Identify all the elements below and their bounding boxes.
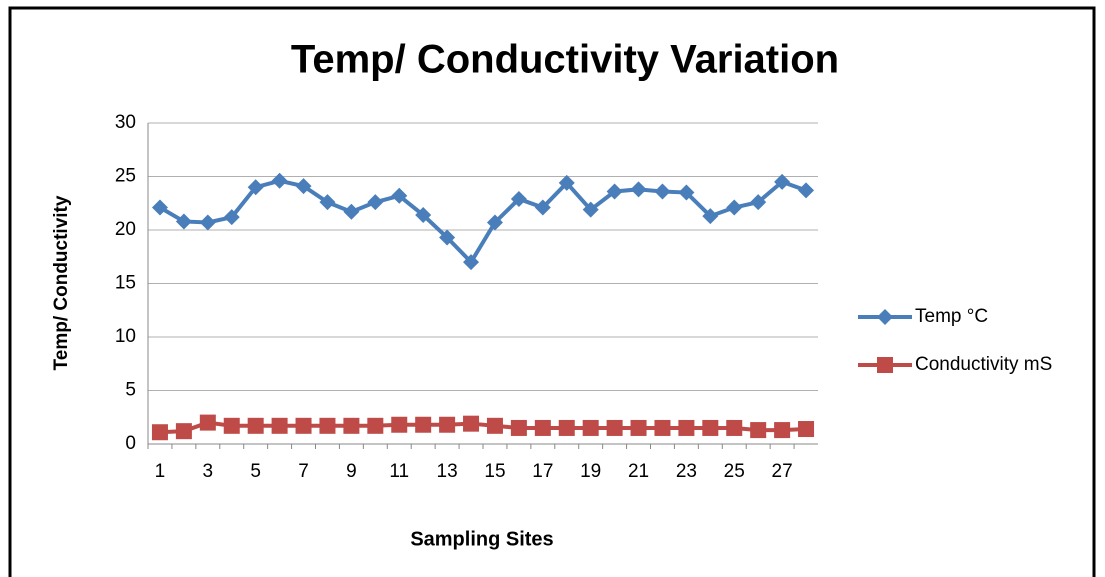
x-tick-label: 13	[437, 461, 458, 482]
data-point	[271, 417, 288, 434]
data-point	[678, 419, 695, 436]
data-point	[582, 201, 599, 218]
data-point	[391, 187, 408, 204]
data-point	[343, 203, 360, 220]
data-point	[630, 419, 647, 436]
data-point	[750, 422, 767, 439]
chart-title: Temp/ Conductivity Variation	[291, 38, 839, 82]
y-tick-label: 0	[125, 433, 136, 454]
y-axis-title: Temp/ Conductivity	[51, 195, 72, 370]
data-point	[367, 417, 384, 434]
data-point	[319, 194, 336, 211]
legend-label: Temp °C	[915, 306, 988, 327]
legend-label: Conductivity mS	[915, 354, 1052, 375]
x-tick-label: 19	[580, 461, 601, 482]
x-tick-label: 3	[203, 461, 214, 482]
y-tick-label: 15	[115, 273, 136, 294]
data-point	[798, 182, 815, 199]
data-point	[415, 207, 432, 224]
data-point	[534, 199, 551, 216]
data-point	[463, 254, 480, 271]
x-tick-label: 5	[250, 461, 261, 482]
data-point	[151, 199, 168, 216]
legend-marker	[877, 309, 893, 325]
data-point	[606, 183, 623, 200]
data-point	[415, 416, 432, 433]
data-point	[271, 172, 288, 189]
data-point	[702, 419, 719, 436]
data-point	[391, 416, 408, 433]
x-tick-label: 9	[346, 461, 357, 482]
data-point	[726, 419, 743, 436]
data-point	[510, 419, 527, 436]
data-point	[558, 174, 575, 191]
data-point	[774, 173, 791, 190]
data-point	[367, 194, 384, 211]
data-point	[606, 419, 623, 436]
data-point	[774, 422, 791, 439]
data-point	[726, 199, 743, 216]
data-point	[223, 209, 240, 226]
data-point	[343, 417, 360, 434]
y-tick-label: 20	[115, 219, 136, 240]
data-point	[630, 181, 647, 198]
x-axis-title: Sampling Sites	[410, 528, 553, 550]
data-point	[247, 179, 264, 196]
data-point	[582, 419, 599, 436]
data-point	[175, 423, 192, 440]
data-point	[295, 178, 312, 195]
x-tick-label: 1	[155, 461, 166, 482]
y-tick-label: 5	[125, 380, 136, 401]
data-point	[534, 419, 551, 436]
x-tick-label: 25	[724, 461, 745, 482]
data-point	[247, 417, 264, 434]
data-point	[798, 421, 815, 438]
y-tick-label: 30	[115, 112, 136, 133]
x-tick-label: 15	[484, 461, 505, 482]
data-point	[199, 414, 216, 431]
data-point	[750, 194, 767, 211]
series-line	[158, 178, 807, 266]
y-tick-label: 25	[115, 166, 136, 187]
x-tick-label: 27	[772, 461, 793, 482]
data-point	[295, 417, 312, 434]
x-tick-label: 11	[389, 461, 409, 482]
data-point	[223, 417, 240, 434]
chart-frame	[8, 6, 1096, 577]
data-point	[486, 214, 503, 231]
data-point	[439, 229, 456, 246]
data-point	[678, 184, 695, 201]
data-point	[199, 214, 216, 231]
y-tick-label: 10	[115, 326, 136, 347]
data-point	[486, 417, 503, 434]
data-point	[654, 419, 671, 436]
series-line	[159, 420, 807, 435]
x-tick-label: 17	[532, 461, 553, 482]
legend-marker	[877, 357, 893, 373]
x-tick-label: 23	[676, 461, 697, 482]
data-point	[510, 190, 527, 207]
data-point	[151, 424, 168, 441]
x-tick-label: 21	[628, 461, 649, 482]
data-point	[319, 417, 336, 434]
data-point	[463, 415, 480, 432]
data-point	[558, 419, 575, 436]
data-point	[175, 213, 192, 230]
data-point	[439, 416, 456, 433]
data-point	[702, 208, 719, 225]
x-tick-label: 7	[298, 461, 309, 482]
data-point	[654, 183, 671, 200]
